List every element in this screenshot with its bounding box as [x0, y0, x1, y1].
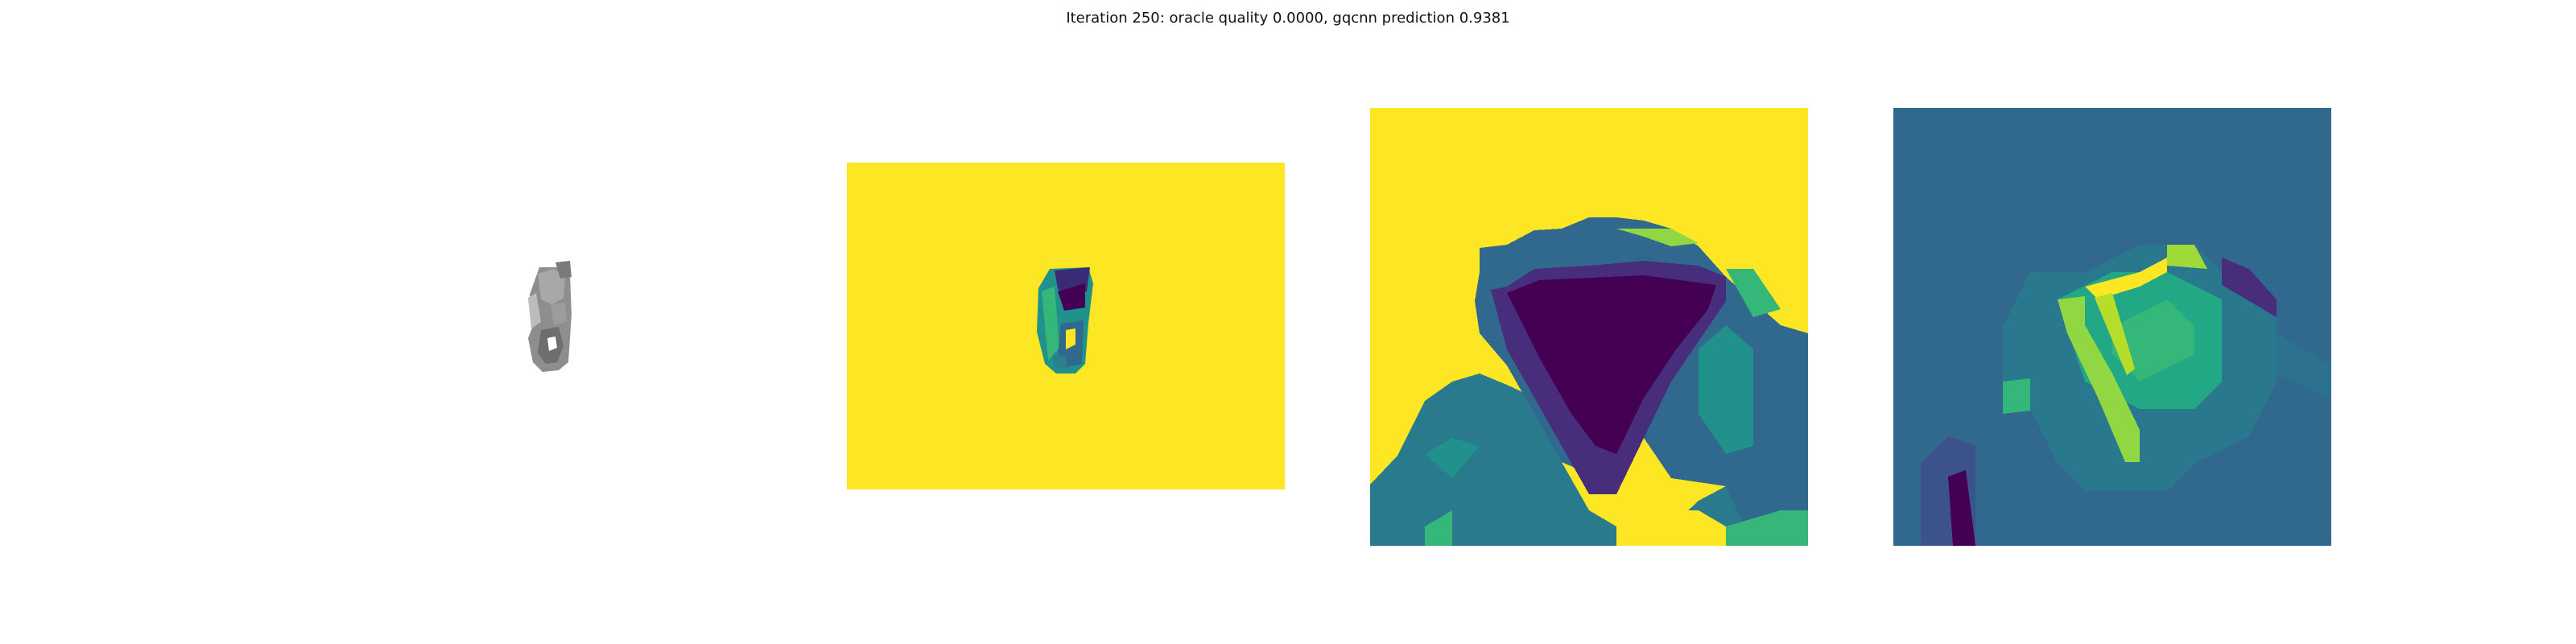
- gqcnn-input-image: [1893, 108, 2331, 546]
- figure-title: Iteration 250: oracle quality 0.0000, gq…: [1066, 10, 1510, 27]
- rendered-object-image: [451, 209, 741, 435]
- object-shape: [528, 261, 572, 372]
- depth-crop-image: [1370, 108, 1808, 546]
- depth-object: [1037, 267, 1093, 374]
- gradient-regions: [1921, 245, 2331, 546]
- depth-image: [847, 163, 1285, 489]
- crop-regions: [1370, 217, 1808, 546]
